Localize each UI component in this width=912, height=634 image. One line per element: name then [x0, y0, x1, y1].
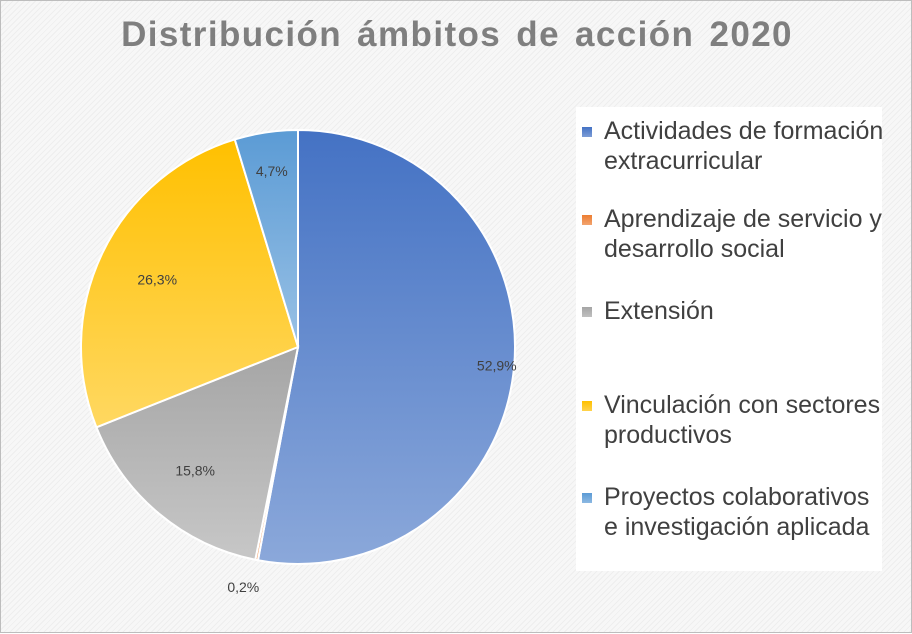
legend-marker-extension [582, 307, 592, 317]
legend-marker-aprendizaje [582, 215, 592, 225]
legend: Actividades de formación extracurricular… [576, 107, 883, 571]
data-label-proyectos: 4,7% [256, 163, 288, 179]
data-label-vinculacion: 26,3% [137, 271, 177, 287]
legend-label-actividades: Actividades de formación extracurricular [604, 117, 884, 175]
data-label-extension: 15,8% [175, 462, 215, 478]
data-label-aprendizaje: 0,2% [227, 579, 259, 595]
pie-slice-proyectos [233, 128, 299, 348]
legend-marker-vinculacion [582, 401, 592, 411]
legend-label-aprendizaje: Aprendizaje de servicio y desarrollo soc… [604, 205, 882, 263]
data-label-actividades: 52,9% [477, 357, 517, 373]
legend-marker-proyectos [582, 493, 592, 503]
pie-slice-extension [95, 345, 300, 561]
pie-slice-vinculacion [80, 138, 300, 429]
chart-title: Distribución ámbitos de acción 2020 [121, 15, 793, 54]
legend-label-vinculacion: Vinculación con sectores productivos [604, 391, 881, 449]
legend-label-extension: Extensión [604, 297, 714, 325]
legend-label-proyectos: Proyectos colaborativos e investigación … [604, 483, 870, 541]
pie-slice-actividades [256, 128, 516, 565]
legend-marker-actividades [582, 127, 592, 137]
